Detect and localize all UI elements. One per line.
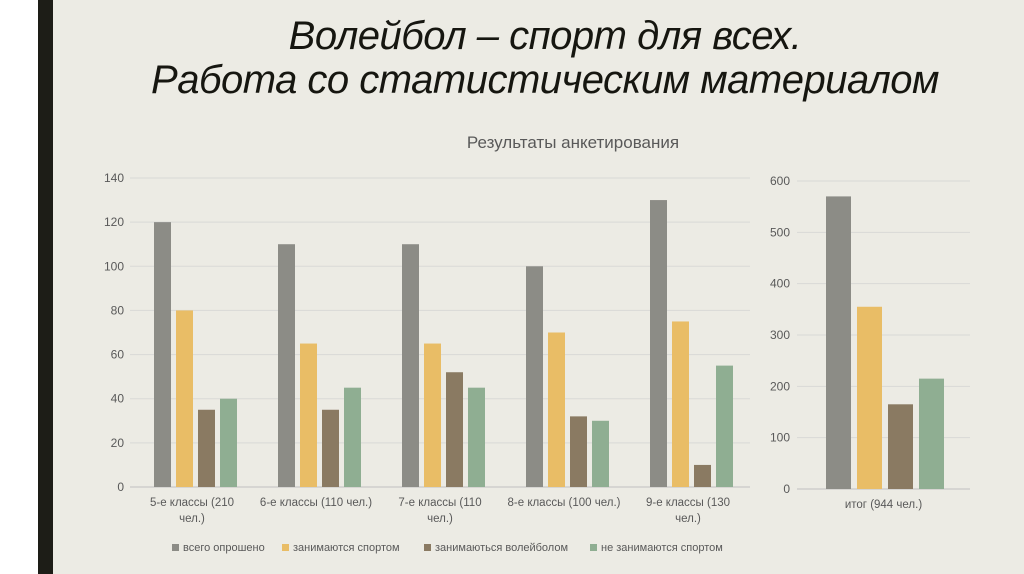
category-label: 8-е классы (100 чел.) [508,497,621,509]
bar [446,372,463,487]
category-label: итог (944 чел.) [845,499,922,511]
bar [176,310,193,487]
category-label: 5-е классы (210 [150,497,234,509]
slide-title-line-2: Работа со статистическим материалом [151,58,939,102]
legend-label: всего опрошено [183,542,265,554]
bar [402,244,419,487]
bar [826,196,851,489]
y-tick-label: 0 [117,480,124,494]
bar [857,306,882,489]
legend-swatch [590,544,597,551]
bar [198,409,215,487]
category-label: 6-е классы (110 чел.) [260,497,372,509]
slide-title: Волейбол – спорт для всех. Работа со ста… [120,14,970,102]
bar [548,332,565,487]
left-accent-bar [38,0,53,574]
legend-swatch [424,544,431,551]
bar [716,365,733,487]
chart-title: Результаты анкетирования [467,133,679,152]
y-tick-label: 0 [783,482,790,496]
y-tick-label: 20 [111,436,125,450]
slide-title-line-1: Волейбол – спорт для всех. [288,14,802,58]
y-tick-label: 200 [770,379,790,393]
legend-label: занимаються волейболом [435,542,568,554]
bar [592,420,609,487]
y-tick-label: 120 [104,215,124,229]
bar [468,387,485,487]
y-tick-label: 60 [111,348,125,362]
legend-label: занимаются спортом [293,542,400,554]
y-tick-label: 600 [770,174,790,188]
y-tick-label: 500 [770,225,790,239]
y-tick-label: 300 [770,328,790,342]
bar [300,343,317,487]
bar [570,416,587,487]
bar [278,244,295,487]
category-label: 7-е классы (110 [398,497,481,509]
bar [526,266,543,487]
y-tick-label: 400 [770,277,790,291]
bar [344,387,361,487]
bar [220,398,237,487]
y-tick-label: 80 [111,303,125,317]
y-tick-label: 140 [104,171,124,185]
bar [650,200,667,488]
bar [154,222,171,487]
left-white-strip [0,0,40,574]
category-label: 9-е классы (130 [646,497,730,509]
category-label: чел.) [427,513,453,525]
legend-swatch [172,544,179,551]
y-tick-label: 100 [104,259,124,273]
category-label: чел.) [675,513,701,525]
y-tick-label: 40 [111,392,125,406]
legend-label: не занимаются спортом [601,542,723,554]
bar [672,321,689,487]
bar [888,404,913,489]
bar [424,343,441,487]
legend-swatch [282,544,289,551]
bar [919,378,944,489]
category-label: чел.) [179,513,205,525]
bar [694,464,711,487]
bar [322,409,339,487]
y-tick-label: 100 [770,431,790,445]
